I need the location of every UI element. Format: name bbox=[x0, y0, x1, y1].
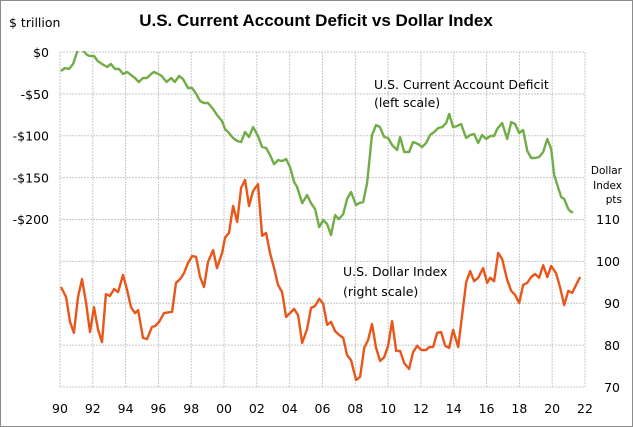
left-tick-label: $0 bbox=[33, 45, 49, 60]
right-tick-label: 100 bbox=[596, 254, 620, 269]
x-tick-label: 02 bbox=[249, 401, 265, 416]
x-tick-label: 16 bbox=[479, 401, 495, 416]
x-tick-label: 20 bbox=[544, 401, 560, 416]
x-tick-label: 90 bbox=[52, 401, 68, 416]
dollar-annotation-line-2: (right scale) bbox=[343, 284, 418, 299]
x-tick-label: 98 bbox=[183, 401, 199, 416]
right-tick-label: 70 bbox=[604, 380, 620, 395]
x-tick-label: 00 bbox=[216, 401, 232, 416]
right-axis-label-line-3: pts bbox=[606, 194, 622, 206]
series-lines bbox=[60, 51, 582, 382]
x-tick-label: 14 bbox=[446, 401, 462, 416]
right-tick-label: 110 bbox=[596, 212, 620, 227]
x-tick-label: 92 bbox=[85, 401, 101, 416]
left-tick-label: -$100 bbox=[13, 129, 49, 144]
x-tick-label: 04 bbox=[282, 401, 298, 416]
x-tick-label: 22 bbox=[577, 401, 593, 416]
right-axis-ticks: 110 100 90 80 70 bbox=[596, 212, 620, 395]
current-account-deficit-line bbox=[60, 51, 574, 237]
left-axis-ticks: $0 -$50 -$100 -$150 -$200 bbox=[13, 45, 49, 227]
right-axis-label-line-1: Dollar bbox=[591, 165, 623, 177]
x-tick-label: 96 bbox=[150, 401, 166, 416]
x-tick-label: 10 bbox=[380, 401, 396, 416]
left-axis-label: $ trillion bbox=[9, 15, 60, 30]
left-tick-label: -$150 bbox=[13, 170, 49, 185]
deficit-annotation-line-1: U.S. Current Account Deficit bbox=[374, 77, 549, 92]
right-tick-label: 90 bbox=[604, 296, 620, 311]
chart-title: U.S. Current Account Deficit vs Dollar I… bbox=[139, 11, 493, 30]
x-tick-label: 06 bbox=[315, 401, 331, 416]
x-tick-label: 94 bbox=[118, 401, 134, 416]
left-tick-label: -$50 bbox=[21, 87, 49, 102]
dollar-annotation-line-1: U.S. Dollar Index bbox=[343, 264, 447, 279]
x-axis-ticks: 90 92 94 96 98 00 02 04 06 08 10 12 14 16 18 20 22 bbox=[52, 401, 593, 416]
x-tick-label: 12 bbox=[413, 401, 429, 416]
deficit-annotation-line-2: (left scale) bbox=[374, 95, 440, 110]
x-tick-label: 08 bbox=[347, 401, 363, 416]
x-tick-label: 18 bbox=[511, 401, 527, 416]
dollar-index-line bbox=[60, 178, 582, 382]
right-tick-label: 80 bbox=[604, 338, 620, 353]
left-tick-label: -$200 bbox=[13, 212, 49, 227]
right-axis-label-line-2: Index bbox=[593, 180, 622, 192]
